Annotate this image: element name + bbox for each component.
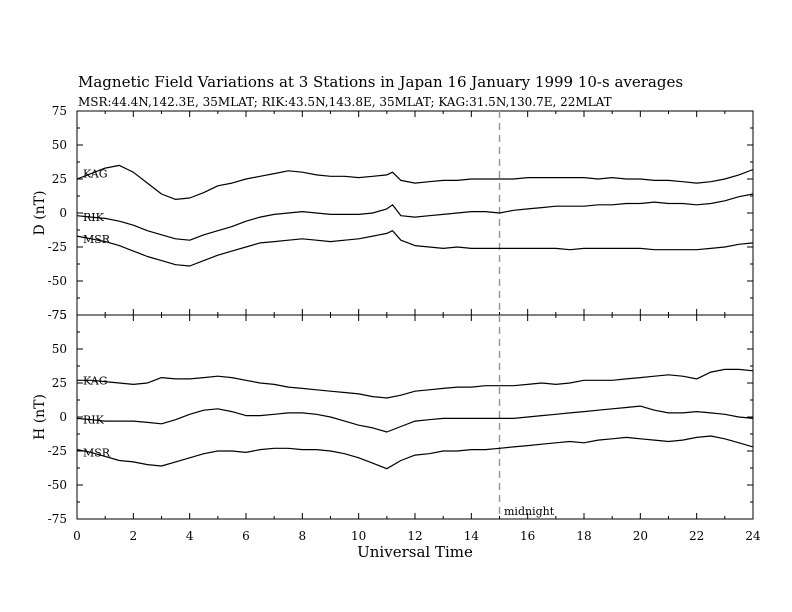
series-line-msr bbox=[76, 435, 754, 470]
axis-ticks bbox=[76, 110, 754, 520]
top-panel-frame bbox=[76, 110, 754, 316]
series-line-rik bbox=[76, 405, 754, 433]
bottom-panel-frame bbox=[76, 314, 754, 520]
y-axis-label-bottom: H (nT) bbox=[32, 394, 48, 440]
y-tick-label: 75 bbox=[52, 308, 67, 322]
x-tick-label: 24 bbox=[745, 529, 761, 543]
x-tick-label: 22 bbox=[689, 529, 704, 543]
x-tick-label: 4 bbox=[186, 529, 194, 543]
series-line-kag bbox=[76, 164, 754, 200]
series-lines bbox=[76, 164, 754, 470]
series-label-msr: MSR bbox=[83, 446, 111, 459]
x-tick-label: 18 bbox=[576, 529, 591, 543]
y-tick-label: -50 bbox=[48, 274, 67, 288]
y-tick-label: 50 bbox=[52, 138, 67, 152]
series-line-kag bbox=[77, 368, 754, 399]
axis-text: 75 50 25 0 -25 -50 -75 KAG RIK MSR 75 50 25 0 -25 -50 -7… bbox=[48, 104, 761, 543]
y-tick-label: 75 bbox=[52, 104, 67, 118]
series-label-kag: KAG bbox=[83, 168, 108, 181]
y-tick-label: -25 bbox=[48, 444, 67, 458]
y-tick-label: -50 bbox=[48, 478, 67, 492]
x-tick-label: 6 bbox=[242, 529, 250, 543]
x-axis-label: Universal Time bbox=[357, 543, 473, 561]
y-tick-label: 0 bbox=[59, 206, 67, 220]
x-tick-label: 2 bbox=[130, 529, 138, 543]
y-tick-label: 25 bbox=[52, 172, 67, 186]
y-tick-label: -75 bbox=[48, 308, 67, 322]
x-tick-label: 10 bbox=[351, 529, 366, 543]
y-tick-label: 50 bbox=[52, 342, 67, 356]
series-label-kag: KAG bbox=[83, 374, 108, 387]
x-tick-label: 14 bbox=[464, 529, 480, 543]
series-line-msr bbox=[76, 230, 754, 267]
y-tick-label: 0 bbox=[59, 410, 67, 424]
x-tick-label: 16 bbox=[520, 529, 535, 543]
midnight-label: midnight bbox=[504, 505, 555, 518]
x-tick-label: 12 bbox=[407, 529, 422, 543]
series-label-rik: RIK bbox=[83, 211, 105, 224]
chart-title: Magnetic Field Variations at 3 Stations … bbox=[78, 73, 684, 91]
y-tick-label: -75 bbox=[48, 512, 67, 526]
y-tick-label: -25 bbox=[48, 240, 67, 254]
y-axis-label-top: D (nT) bbox=[32, 191, 48, 236]
x-tick-label: 20 bbox=[633, 529, 648, 543]
x-tick-label: 0 bbox=[73, 529, 81, 543]
x-tick-label: 8 bbox=[299, 529, 307, 543]
chart-subtitle: MSR:44.4N,142.3E, 35MLAT; RIK:43.5N,143.… bbox=[78, 95, 612, 109]
series-label-msr: MSR bbox=[83, 233, 111, 246]
y-tick-label: 25 bbox=[52, 376, 67, 390]
series-line-rik bbox=[76, 193, 754, 241]
series-label-rik: RIK bbox=[83, 414, 105, 427]
